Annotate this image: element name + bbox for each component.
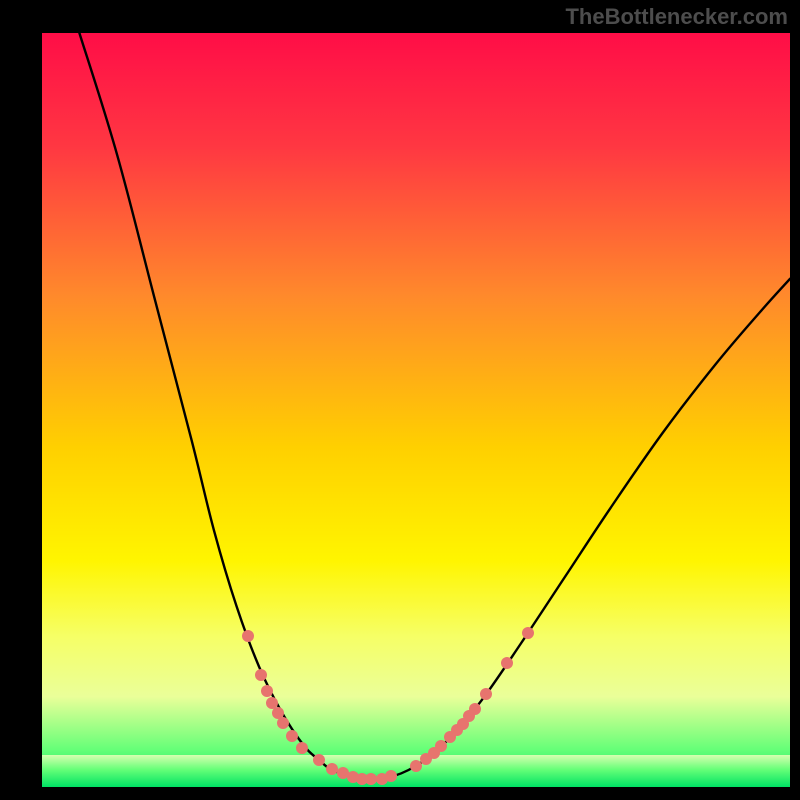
data-marker [242, 630, 254, 642]
data-marker [480, 688, 492, 700]
watermark-text: TheBottlenecker.com [565, 4, 788, 30]
data-marker [385, 770, 397, 782]
data-marker [255, 669, 267, 681]
data-marker [469, 703, 481, 715]
data-marker [296, 742, 308, 754]
data-marker [522, 627, 534, 639]
plot-area [42, 33, 790, 787]
data-marker [277, 717, 289, 729]
data-marker [435, 740, 447, 752]
chart-frame: TheBottlenecker.com [0, 0, 800, 800]
heatmap-gradient [42, 33, 790, 787]
data-marker [501, 657, 513, 669]
data-marker [286, 730, 298, 742]
data-marker [313, 754, 325, 766]
data-marker [261, 685, 273, 697]
